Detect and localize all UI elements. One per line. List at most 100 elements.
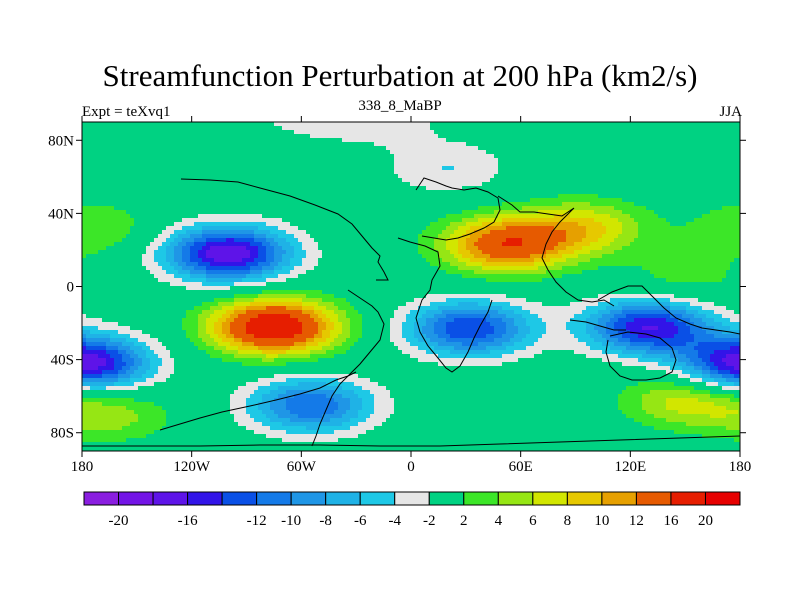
field-cell bbox=[602, 162, 606, 166]
field-cell bbox=[174, 218, 178, 222]
field-cell bbox=[342, 238, 346, 242]
field-cell bbox=[646, 150, 650, 154]
field-cell bbox=[642, 238, 646, 242]
field-cell bbox=[526, 190, 530, 194]
field-cell bbox=[162, 170, 166, 174]
field-cell bbox=[210, 134, 214, 138]
field-cell bbox=[618, 166, 622, 170]
field-cell bbox=[262, 198, 266, 202]
field-cell bbox=[250, 214, 254, 218]
field-cell bbox=[162, 214, 166, 218]
field-cell bbox=[730, 198, 734, 202]
field-cell bbox=[154, 170, 158, 174]
field-cell bbox=[98, 126, 102, 130]
field-cell bbox=[270, 138, 274, 142]
field-cell bbox=[134, 182, 138, 186]
field-cell bbox=[198, 238, 202, 242]
field-cell bbox=[326, 222, 330, 226]
field-cell bbox=[142, 242, 146, 246]
field-cell bbox=[426, 234, 430, 238]
field-cell bbox=[118, 154, 122, 158]
field-cell bbox=[102, 190, 106, 194]
field-cell bbox=[562, 166, 566, 170]
field-cell bbox=[130, 234, 134, 238]
field-cell bbox=[162, 222, 166, 226]
field-cell bbox=[322, 226, 326, 230]
field-cell bbox=[278, 238, 282, 242]
field-cell bbox=[558, 190, 562, 194]
field-cell bbox=[410, 238, 414, 242]
field-cell bbox=[506, 142, 510, 146]
field-cell bbox=[230, 210, 234, 214]
field-cell bbox=[362, 134, 366, 138]
field-cell bbox=[434, 186, 438, 190]
field-cell bbox=[482, 234, 486, 238]
field-cell bbox=[282, 206, 286, 210]
field-cell bbox=[670, 122, 674, 126]
field-cell bbox=[538, 198, 542, 202]
field-cell bbox=[326, 226, 330, 230]
field-cell bbox=[374, 166, 378, 170]
field-cell bbox=[170, 242, 174, 246]
field-cell bbox=[702, 158, 706, 162]
field-cell bbox=[678, 146, 682, 150]
field-cell bbox=[238, 178, 242, 182]
field-cell bbox=[430, 186, 434, 190]
field-cell bbox=[210, 210, 214, 214]
field-cell bbox=[110, 202, 114, 206]
field-cell bbox=[730, 138, 734, 142]
field-cell bbox=[102, 130, 106, 134]
field-cell bbox=[202, 214, 206, 218]
field-cell bbox=[506, 166, 510, 170]
field-cell bbox=[618, 162, 622, 166]
field-cell bbox=[274, 206, 278, 210]
field-cell bbox=[390, 214, 394, 218]
field-cell bbox=[598, 122, 602, 126]
field-cell bbox=[470, 222, 474, 226]
field-cell bbox=[290, 234, 294, 238]
field-cell bbox=[410, 122, 414, 126]
field-cell bbox=[206, 166, 210, 170]
field-cell bbox=[726, 158, 730, 162]
field-cell bbox=[634, 142, 638, 146]
field-cell bbox=[526, 238, 530, 242]
field-cell bbox=[686, 202, 690, 206]
field-cell bbox=[262, 238, 266, 242]
field-cell bbox=[138, 238, 142, 242]
field-cell bbox=[566, 122, 570, 126]
field-cell bbox=[274, 222, 278, 226]
field-cell bbox=[534, 194, 538, 198]
field-cell bbox=[122, 150, 126, 154]
field-cell bbox=[598, 174, 602, 178]
field-cell bbox=[606, 150, 610, 154]
field-cell bbox=[102, 174, 106, 178]
field-cell bbox=[582, 146, 586, 150]
field-cell bbox=[622, 170, 626, 174]
field-cell bbox=[626, 190, 630, 194]
field-cell bbox=[730, 214, 734, 218]
field-cell bbox=[162, 178, 166, 182]
field-cell bbox=[186, 238, 190, 242]
field-cell bbox=[94, 226, 98, 230]
field-cell bbox=[570, 158, 574, 162]
field-cell bbox=[346, 234, 350, 238]
field-cell bbox=[270, 174, 274, 178]
field-cell bbox=[270, 238, 274, 242]
field-cell bbox=[490, 238, 494, 242]
field-cell bbox=[650, 134, 654, 138]
field-cell bbox=[450, 146, 454, 150]
field-cell bbox=[290, 222, 294, 226]
field-cell bbox=[686, 222, 690, 226]
field-cell bbox=[250, 122, 254, 126]
field-cell bbox=[650, 202, 654, 206]
field-cell bbox=[110, 138, 114, 142]
field-cell bbox=[682, 222, 686, 226]
field-cell bbox=[626, 202, 630, 206]
field-cell bbox=[350, 126, 354, 130]
field-cell bbox=[146, 166, 150, 170]
field-cell bbox=[538, 202, 542, 206]
field-cell bbox=[530, 194, 534, 198]
field-cell bbox=[146, 122, 150, 126]
field-cell bbox=[462, 142, 466, 146]
field-cell bbox=[538, 210, 542, 214]
